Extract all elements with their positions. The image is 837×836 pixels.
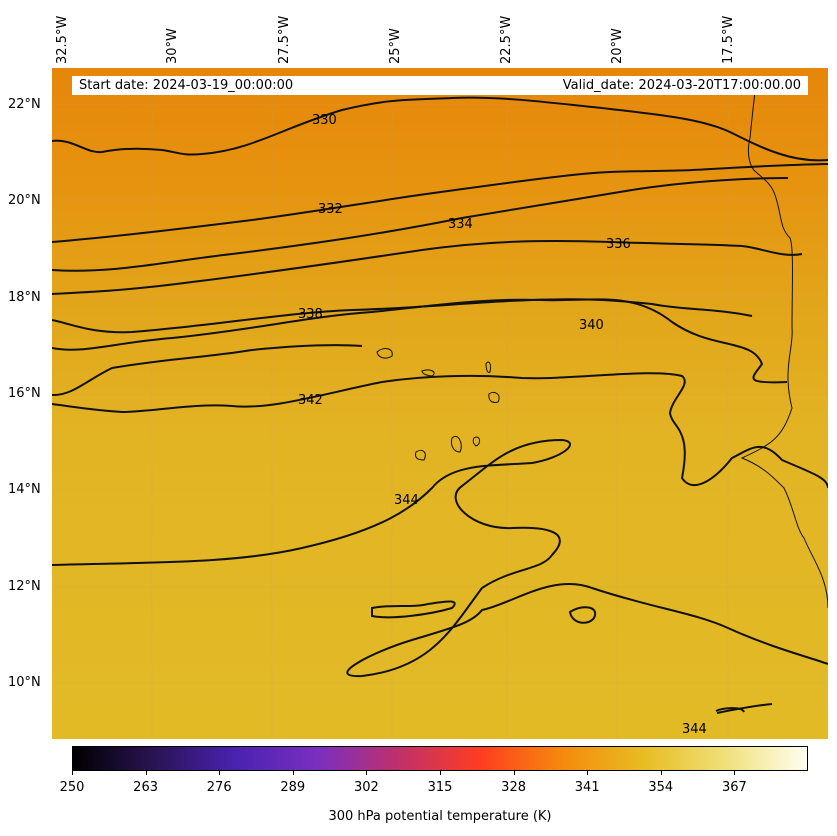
cape-verde-island-4 xyxy=(488,391,500,403)
colorbar-tick xyxy=(734,771,736,775)
colorbar-tick-label: 302 xyxy=(353,780,379,795)
contour-labels: 330 332 334 336 338 340 342 344 344 xyxy=(298,113,707,737)
map-panel: 330 332 334 336 338 340 342 344 344 xyxy=(52,68,828,739)
contour-336 xyxy=(52,239,803,295)
temperature-field xyxy=(52,68,828,739)
colorbar-tick xyxy=(587,771,589,775)
lon-label-20w: 20°W xyxy=(610,28,625,64)
lon-label-32-5w: 32.5°W xyxy=(55,15,70,64)
colorbar xyxy=(72,746,808,771)
colorbar-tick xyxy=(440,771,441,775)
potential-temperature-map: 330 332 334 336 338 340 342 344 344 xyxy=(52,68,828,739)
colorbar-tick-label: 289 xyxy=(280,780,306,795)
lon-label-22-5w: 22.5°W xyxy=(499,15,514,64)
colorbar-tick-label: 263 xyxy=(133,780,159,795)
lon-label-25w: 25°W xyxy=(388,28,403,64)
contour-label-334: 334 xyxy=(448,217,473,232)
contour-340 xyxy=(52,298,788,384)
lat-label-14n: 14°N xyxy=(8,482,41,497)
colorbar-tick xyxy=(219,771,221,775)
date-info-box: Start date: 2024-03-19_00:00:00 Valid_da… xyxy=(72,76,808,95)
africa-coast xyxy=(740,75,828,609)
cape-verde-island-1 xyxy=(376,348,393,359)
contour-label-336: 336 xyxy=(606,237,631,252)
colorbar-tick-label: 328 xyxy=(501,780,527,795)
colorbar-tick-label: 341 xyxy=(574,780,600,795)
contour-344-closed xyxy=(371,600,456,619)
contour-344-island xyxy=(568,606,597,624)
cape-verde-island-2 xyxy=(421,369,435,377)
lat-label-16n: 16°N xyxy=(8,386,41,401)
contour-332 xyxy=(52,163,828,243)
map-gridlines xyxy=(52,68,828,739)
colorbar-tick xyxy=(513,771,515,775)
contour-label-344-south: 344 xyxy=(682,722,707,737)
contour-342 xyxy=(52,372,828,489)
contour-344 xyxy=(52,438,828,678)
contour-label-342: 342 xyxy=(298,393,323,408)
cape-verde-island-7 xyxy=(415,449,426,461)
colorbar-tick-label: 315 xyxy=(427,780,453,795)
contour-label-338: 338 xyxy=(298,307,323,322)
colorbar-tick-label: 276 xyxy=(206,780,232,795)
lon-label-17-5w: 17.5°W xyxy=(721,15,736,64)
colorbar-tick xyxy=(366,771,368,775)
colorbar-tick xyxy=(145,771,147,775)
colorbar-title: 300 hPa potential temperature (K) xyxy=(328,809,552,824)
cape-verde-island-3 xyxy=(485,361,491,373)
contour-344-south xyxy=(716,703,773,714)
lat-label-12n: 12°N xyxy=(8,579,41,594)
contour-label-332: 332 xyxy=(318,202,343,217)
coastline xyxy=(376,75,828,609)
contour-344-small xyxy=(715,707,745,713)
colorbar-tick xyxy=(660,771,662,775)
lat-label-18n: 18°N xyxy=(8,290,41,305)
colorbar-tick-label: 354 xyxy=(648,780,674,795)
cape-verde-island-6 xyxy=(472,436,481,447)
contour-341 xyxy=(52,344,363,397)
lat-label-20n: 20°N xyxy=(8,193,41,208)
contour-330 xyxy=(52,96,828,162)
colorbar-tick-label: 250 xyxy=(59,780,85,795)
lon-label-27-5w: 27.5°W xyxy=(277,15,292,64)
colorbar-tick-label: 367 xyxy=(721,780,747,795)
contour-label-330: 330 xyxy=(312,113,337,128)
lat-label-22n: 22°N xyxy=(8,97,41,112)
contour-label-340: 340 xyxy=(579,318,604,333)
isentrope-contours xyxy=(52,96,828,714)
lon-label-30w: 30°W xyxy=(165,28,180,64)
colorbar-tick xyxy=(72,771,73,775)
contour-label-344: 344 xyxy=(394,493,419,508)
valid-date-label: Valid_date: 2024-03-20T17:00:00.00 xyxy=(562,78,801,93)
cape-verde-island-5 xyxy=(451,436,462,453)
lat-label-10n: 10°N xyxy=(8,675,41,690)
start-date-label: Start date: 2024-03-19_00:00:00 xyxy=(79,78,294,93)
colorbar-tick xyxy=(292,771,294,775)
contour-334 xyxy=(52,177,789,272)
